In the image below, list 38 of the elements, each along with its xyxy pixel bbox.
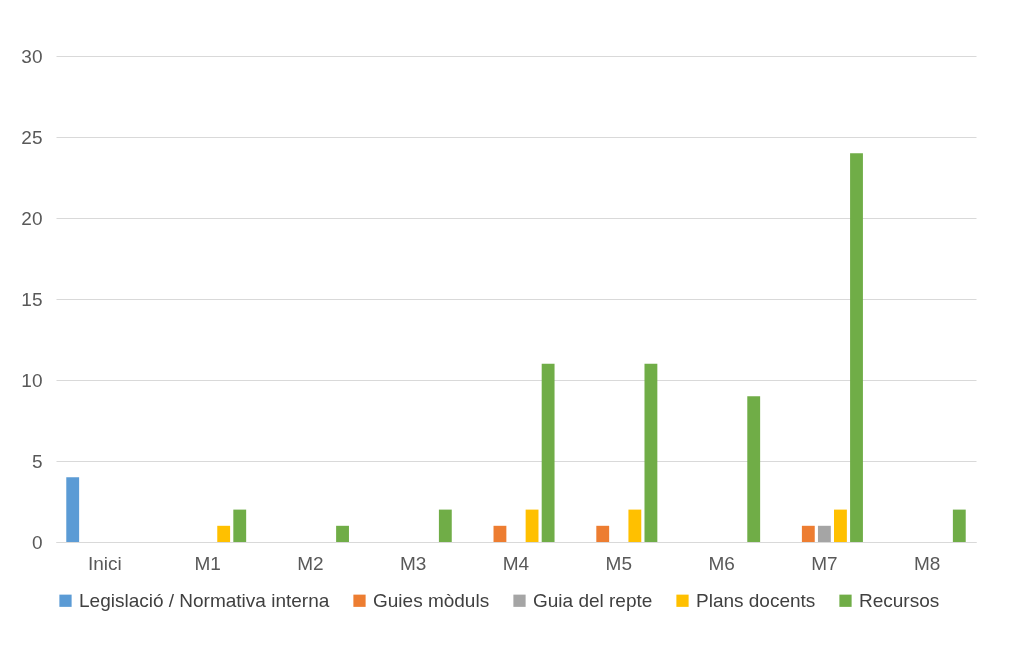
bar bbox=[233, 509, 247, 542]
bar bbox=[438, 509, 452, 542]
bar bbox=[217, 525, 231, 542]
x-tick-label: M8 bbox=[913, 552, 941, 574]
bar bbox=[628, 509, 642, 542]
bar bbox=[952, 509, 966, 542]
y-tick-label: 0 bbox=[31, 531, 43, 553]
bar bbox=[596, 525, 610, 542]
y-tick-label: 5 bbox=[31, 450, 43, 472]
x-tick-label: M2 bbox=[297, 552, 324, 574]
bar bbox=[801, 525, 815, 542]
legend-label: Legislació / Normativa interna bbox=[79, 589, 330, 611]
y-tick-label: 10 bbox=[21, 369, 43, 391]
bar bbox=[493, 525, 507, 542]
bar bbox=[336, 525, 349, 542]
bar bbox=[541, 363, 555, 542]
x-tick-label: M4 bbox=[502, 552, 530, 574]
legend-label: Guia del repte bbox=[533, 589, 653, 611]
legend-label: Guies mòduls bbox=[373, 589, 490, 611]
x-tick-label: M7 bbox=[811, 552, 838, 574]
bar bbox=[850, 153, 863, 542]
y-tick-label: 30 bbox=[21, 45, 43, 67]
legend-label: Recursos bbox=[859, 589, 940, 611]
bar bbox=[834, 509, 847, 542]
legend-label: Plans docents bbox=[696, 589, 816, 611]
x-tick-label: Inici bbox=[87, 552, 122, 574]
y-tick-label: 25 bbox=[21, 126, 43, 148]
y-tick-label: 20 bbox=[21, 207, 43, 229]
y-tick-label: 15 bbox=[21, 288, 43, 310]
x-tick-label: M5 bbox=[605, 552, 632, 574]
bar bbox=[66, 477, 80, 542]
x-tick-label: M6 bbox=[708, 552, 735, 574]
x-tick-label: M1 bbox=[194, 552, 221, 574]
x-tick-label: M3 bbox=[400, 552, 427, 574]
bar bbox=[817, 525, 831, 542]
bar bbox=[747, 396, 761, 542]
bar bbox=[644, 363, 658, 542]
bar bbox=[525, 509, 539, 542]
